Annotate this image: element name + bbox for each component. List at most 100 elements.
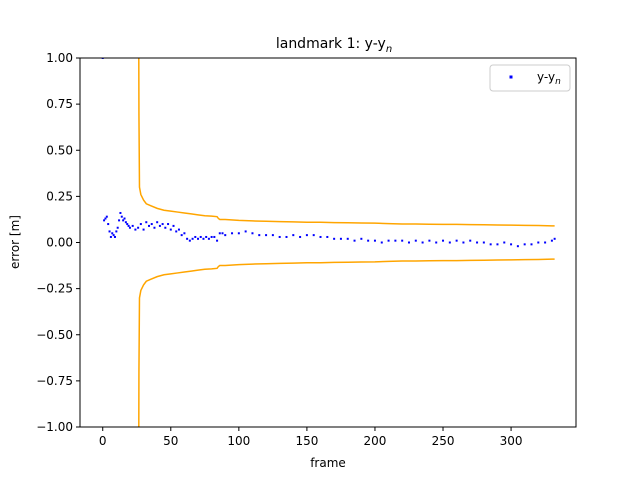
scatter-point: [111, 232, 114, 235]
scatter-point: [183, 232, 186, 235]
scatter-point: [131, 224, 134, 227]
scatter-point: [299, 235, 302, 238]
scatter-point: [105, 215, 108, 218]
scatter-point: [210, 235, 213, 238]
bound-lines-layer: [138, 58, 555, 427]
scatter-point: [469, 239, 472, 242]
y-tick-label: 0.00: [46, 236, 73, 250]
y-tick-label: 0.25: [46, 189, 73, 203]
scatter-point: [126, 223, 129, 226]
scatter-point: [120, 215, 123, 218]
scatter-point: [213, 235, 216, 238]
scatter-point: [523, 243, 526, 246]
scatter-point: [180, 234, 183, 237]
x-axis-label: frame: [310, 456, 346, 470]
scatter-point: [169, 228, 172, 231]
scatter-point: [175, 230, 178, 233]
scatter-point: [123, 217, 126, 220]
scatter-point: [108, 230, 111, 233]
y-tick-label: −0.50: [36, 328, 73, 342]
scatter-point: [116, 226, 119, 229]
legend-entry-subscript: n: [555, 77, 561, 87]
scatter-point: [319, 235, 322, 238]
scatter-point: [107, 223, 110, 226]
scatter-point: [251, 232, 254, 235]
scatter-point: [544, 241, 547, 244]
y-tick-label: −0.75: [36, 374, 73, 388]
scatter-point: [137, 226, 140, 229]
y-axis-label: error [m]: [8, 215, 22, 269]
legend: y-yn: [489, 64, 571, 92]
scatter-point: [221, 232, 224, 235]
scatter-point: [373, 239, 376, 242]
scatter-point: [285, 235, 288, 238]
scatter-point: [158, 224, 161, 227]
scatter-point: [197, 237, 200, 240]
legend-entry-main: y-y: [537, 70, 555, 84]
scatter-point: [312, 234, 315, 237]
scatter-point: [503, 241, 506, 244]
scatter-point: [205, 235, 208, 238]
scatter-point: [421, 241, 424, 244]
scatter-point: [122, 219, 125, 222]
legend-marker: [509, 75, 513, 79]
scatter-point: [194, 235, 197, 238]
scatter-point: [172, 224, 175, 227]
scatter-point: [156, 221, 159, 224]
scatter-point: [550, 239, 553, 242]
scatter-point: [113, 235, 116, 238]
scatter-point: [177, 228, 180, 231]
chart-title-subscript: n: [386, 44, 392, 55]
scatter-point: [207, 237, 210, 240]
scatter-point: [153, 226, 156, 229]
scatter-point: [271, 234, 274, 237]
legend-box: [489, 64, 571, 92]
scatter-point: [448, 241, 451, 244]
scatter-point: [202, 237, 205, 240]
scatter-point: [258, 234, 261, 237]
scatter-point: [462, 241, 465, 244]
scatter-point: [387, 239, 390, 242]
x-tick-label: 300: [500, 434, 523, 448]
scatter-point: [292, 234, 295, 237]
scatter-point: [167, 223, 170, 226]
scatter-point: [553, 237, 556, 240]
scatter-point: [188, 239, 191, 242]
upper-bound-line: [138, 58, 555, 227]
scatter-point: [112, 234, 115, 237]
scatter-point: [401, 239, 404, 242]
scatter-point: [161, 223, 164, 226]
y-tick-label: 0.50: [46, 143, 73, 157]
scatter-point: [134, 228, 137, 231]
scatter-point: [407, 241, 410, 244]
y-tick-label: 1.00: [46, 51, 73, 65]
scatter-point: [482, 241, 485, 244]
scatter-point: [442, 239, 445, 242]
legend-entry: y-yn: [537, 70, 561, 87]
chart-title-main: landmark 1: y-y: [276, 36, 386, 52]
scatter-point: [244, 230, 247, 233]
scatter-point: [124, 221, 127, 224]
x-axis-ticks: 0 50 100 150 200 250 300: [99, 427, 523, 448]
scatter-point: [216, 239, 219, 242]
scatter-point: [115, 230, 118, 233]
scatter-point: [530, 243, 533, 246]
y-tick-label: −0.25: [36, 282, 73, 296]
scatter-point: [367, 239, 370, 242]
lower-bound-line: [138, 258, 555, 427]
scatter-point: [118, 219, 121, 222]
scatter-point: [496, 243, 499, 246]
scatter-point: [510, 243, 513, 246]
y-axis-ticks: −1.00 −0.75 −0.50 −0.25 0.00 0.25 0.50 0.75 1.00: [36, 51, 80, 434]
scatter-point: [435, 241, 438, 244]
scatter-point: [305, 234, 308, 237]
x-tick-label: 0: [99, 434, 107, 448]
scatter-point: [224, 234, 227, 237]
scatter-point: [428, 239, 431, 242]
scatter-point: [103, 219, 106, 222]
scatter-point: [119, 211, 122, 214]
scatter-point: [455, 239, 458, 242]
scatter-point: [150, 223, 153, 226]
